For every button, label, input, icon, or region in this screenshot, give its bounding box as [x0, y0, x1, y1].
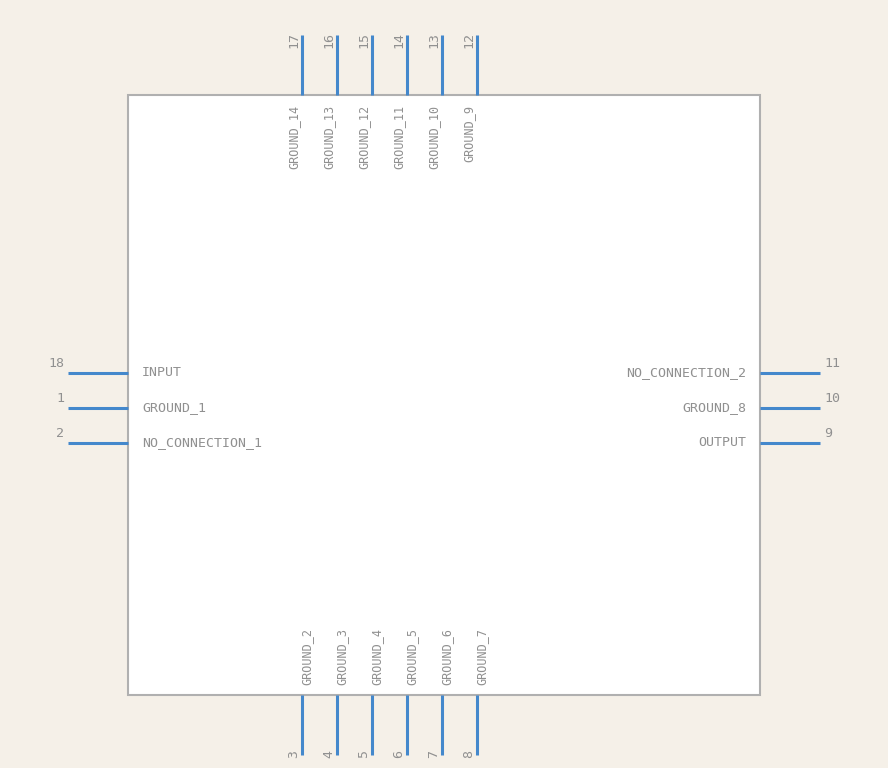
Text: 16: 16 [322, 32, 335, 48]
Text: GROUND_5: GROUND_5 [405, 628, 418, 685]
Text: 2: 2 [56, 427, 64, 440]
Text: 15: 15 [357, 32, 370, 48]
Text: 12: 12 [462, 32, 475, 48]
Text: GROUND_10: GROUND_10 [427, 105, 440, 169]
Bar [128, 95, 760, 695]
Text: 3: 3 [287, 750, 300, 758]
Text: 8: 8 [462, 750, 475, 758]
Text: 10: 10 [824, 392, 840, 405]
Text: OUTPUT: OUTPUT [698, 436, 746, 449]
Text: GROUND_7: GROUND_7 [475, 628, 488, 685]
Text: INPUT: INPUT [142, 366, 182, 379]
Text: 14: 14 [392, 32, 405, 48]
Text: 17: 17 [287, 32, 300, 48]
Text: 11: 11 [824, 357, 840, 370]
Text: GROUND_8: GROUND_8 [682, 402, 746, 415]
Text: GROUND_4: GROUND_4 [370, 628, 383, 685]
Text: 4: 4 [322, 750, 335, 758]
Text: 13: 13 [427, 32, 440, 48]
Text: NO_CONNECTION_1: NO_CONNECTION_1 [142, 436, 262, 449]
Text: GROUND_2: GROUND_2 [300, 628, 313, 685]
Text: GROUND_3: GROUND_3 [335, 628, 348, 685]
Text: 1: 1 [56, 392, 64, 405]
Text: GROUND_6: GROUND_6 [440, 628, 453, 685]
Text: GROUND_1: GROUND_1 [142, 402, 206, 415]
Text: 6: 6 [392, 750, 405, 758]
Text: GROUND_12: GROUND_12 [357, 105, 370, 169]
Text: GROUND_14: GROUND_14 [287, 105, 300, 169]
Text: 5: 5 [357, 750, 370, 758]
Text: GROUND_13: GROUND_13 [322, 105, 335, 169]
Text: 18: 18 [48, 357, 64, 370]
Text: 7: 7 [427, 750, 440, 758]
Text: 9: 9 [824, 427, 832, 440]
Text: NO_CONNECTION_2: NO_CONNECTION_2 [626, 366, 746, 379]
Text: GROUND_9: GROUND_9 [462, 105, 475, 162]
Text: GROUND_11: GROUND_11 [392, 105, 405, 169]
